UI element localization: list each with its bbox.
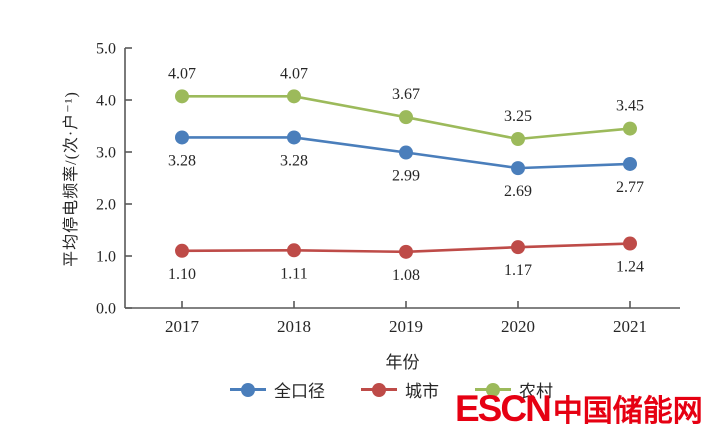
- legend-label: 农村: [519, 382, 553, 401]
- x-axis-title: 年份: [385, 353, 420, 372]
- legend: 全口径 城市 农村: [230, 377, 553, 402]
- x-tick-label: 2017: [165, 317, 200, 336]
- series-1-data-label: 1.24: [616, 259, 644, 276]
- watermark: ESCN 中国储能网: [455, 390, 703, 427]
- y-tick-label: 4.0: [96, 93, 116, 110]
- legend-item-0: 全口径: [230, 377, 325, 402]
- series-2-marker: [175, 89, 189, 104]
- legend-marker-icon: [475, 382, 511, 397]
- y-tick-label: 0.0: [96, 301, 116, 318]
- series-2-data-label: 4.07: [168, 65, 196, 82]
- series-2-marker: [623, 121, 637, 136]
- series-1-data-label: 1.10: [168, 266, 196, 283]
- legend-item-1: 城市: [361, 377, 439, 402]
- series-0-marker: [399, 145, 413, 160]
- series-0-marker: [175, 130, 189, 145]
- series-1-marker: [623, 236, 637, 251]
- series-2-data-label: 4.07: [280, 65, 308, 82]
- legend-label: 城市: [405, 382, 439, 401]
- x-tick-label: 2021: [613, 317, 647, 336]
- series-1-data-label: 1.17: [504, 262, 532, 279]
- series-1-marker: [287, 243, 301, 258]
- legend-item-2: 农村: [475, 377, 553, 402]
- y-tick-label: 5.0: [96, 41, 116, 58]
- legend-label: 全口径: [274, 382, 325, 401]
- x-tick-label: 2020: [501, 317, 535, 336]
- series-2-data-label: 3.67: [392, 86, 420, 103]
- x-tick-label: 2018: [277, 317, 311, 336]
- series-1-marker: [399, 244, 413, 259]
- legend-dot: [372, 382, 386, 397]
- legend-marker-icon: [230, 382, 266, 397]
- series-0-data-label: 2.69: [504, 183, 532, 200]
- y-tick-label: 1.0: [96, 249, 116, 266]
- series-0-data-label: 3.28: [168, 152, 196, 169]
- series-0-marker: [623, 156, 637, 171]
- legend-dot: [241, 382, 255, 397]
- series-2-data-label: 3.45: [616, 98, 644, 115]
- legend-dot: [486, 382, 500, 397]
- series-1-data-label: 1.08: [392, 267, 420, 284]
- series-1-data-label: 1.11: [280, 265, 307, 282]
- watermark-escn-logo: ESCN: [455, 388, 552, 429]
- y-tick-label: 2.0: [96, 197, 116, 214]
- series-0-marker: [511, 161, 525, 176]
- series-2-marker: [287, 89, 301, 104]
- series-2-marker: [511, 132, 525, 146]
- legend-marker-icon: [361, 382, 397, 397]
- watermark-chinese-text: 中国储能网: [552, 395, 703, 428]
- series-0-marker: [287, 130, 301, 145]
- series-2-marker: [399, 110, 413, 125]
- series-0-data-label: 2.99: [392, 168, 420, 185]
- y-axis-title: 平均停电频率/(次·户⁻¹): [63, 91, 80, 267]
- series-1-marker: [175, 243, 189, 258]
- series-1-marker: [511, 240, 525, 255]
- series-0-data-label: 3.28: [280, 152, 308, 169]
- series-0-data-label: 2.77: [616, 179, 644, 196]
- x-tick-label: 2019: [389, 317, 423, 336]
- y-tick-label: 3.0: [96, 145, 116, 162]
- series-2-data-label: 3.25: [504, 108, 532, 125]
